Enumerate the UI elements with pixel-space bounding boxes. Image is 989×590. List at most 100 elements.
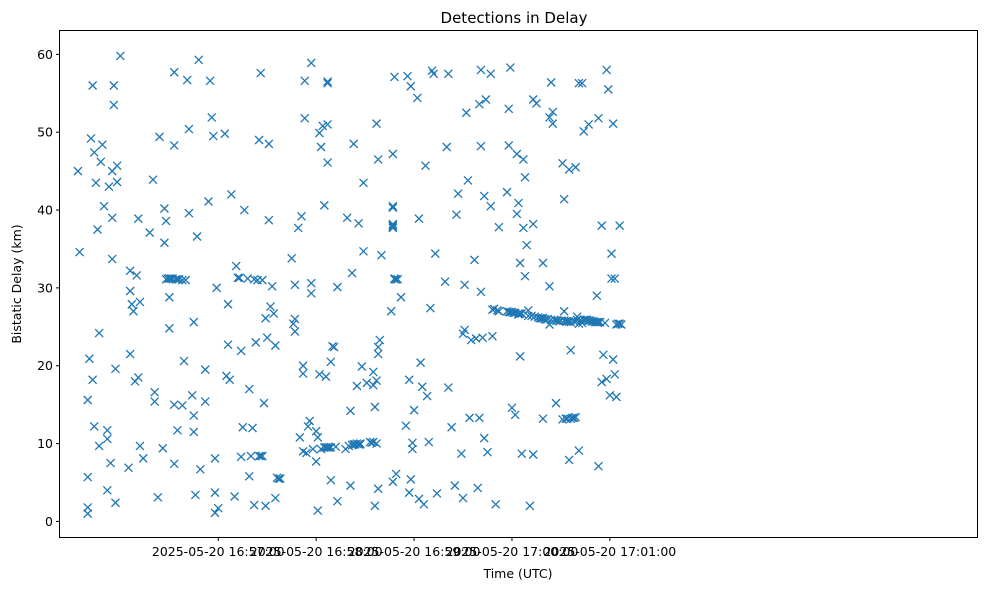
data-point [443,69,453,79]
data-point [164,323,174,333]
data-point [261,313,271,323]
data-point [314,369,324,379]
data-point [546,77,556,87]
data-point [326,475,336,485]
data-point [520,271,530,281]
data-point [223,299,233,309]
data-point [502,187,512,197]
data-point [421,161,430,171]
data-point [132,270,142,280]
data-point [104,182,114,192]
data-point [483,447,492,457]
data-point [406,474,416,484]
data-point [403,71,413,81]
data-point [181,275,191,285]
data-point [507,403,517,413]
data-point [94,441,104,451]
data-point [164,292,174,302]
data-point [88,81,98,90]
data-point [531,98,541,108]
data-point [257,451,267,461]
data-point [301,448,311,458]
data-point [538,414,548,424]
data-point [598,350,608,360]
data-point [259,398,269,408]
data-point [545,112,554,122]
markers-layer [73,51,626,519]
data-point [564,455,574,465]
y-axis-label: Bistatic Delay (km) [9,224,24,343]
data-point [603,84,613,94]
data-point [512,209,522,219]
data-point [443,383,453,392]
data-point [422,391,432,401]
data-point [274,474,284,484]
data-point [179,356,189,366]
data-point [514,309,523,319]
data-point [510,410,520,420]
data-point [545,281,554,291]
data-point [83,509,93,519]
data-point [256,451,266,461]
data-point [610,274,620,284]
data-point [404,488,414,498]
data-point [208,131,218,141]
data-point [571,412,581,422]
data-point [559,194,569,204]
data-point [388,223,398,233]
data-point [83,472,93,482]
data-point [530,312,540,322]
data-point [128,306,138,316]
data-point [611,392,621,402]
y-tick-label: 50 [37,125,53,140]
data-point [298,369,308,378]
data-point [287,253,297,263]
data-point [295,432,305,442]
data-point [564,165,574,175]
data-point [491,499,501,509]
data-point [388,203,398,213]
data-point [416,358,426,368]
data-point [319,200,329,210]
data-point [99,201,109,211]
data-point [504,104,514,114]
data-point [297,211,306,221]
data-point [373,154,383,164]
data-point [494,222,504,232]
data-point [270,493,280,503]
data-point [456,449,466,459]
data-point [169,459,179,469]
data-point [368,380,378,390]
data-point [419,499,429,509]
data-point [254,451,264,461]
data-point [187,390,197,400]
data-point [571,162,581,172]
data-point [135,297,145,307]
data-point [84,354,94,364]
data-point [514,198,523,208]
y-tick-label: 60 [37,47,53,62]
data-point [102,425,112,435]
data-point [248,423,257,433]
data-point [608,355,618,364]
data-point [388,201,398,211]
data-point [331,442,341,452]
data-point [432,488,442,498]
data-point [169,140,179,150]
data-point [566,345,576,355]
data-point [417,382,427,392]
data-point [517,309,527,319]
data-point [478,333,488,343]
data-point [246,451,256,461]
data-point [91,178,101,188]
plot-area-frame [59,30,978,538]
data-point [615,221,625,231]
data-point [97,140,107,150]
data-point [124,463,133,473]
data-point [342,213,352,223]
data-point [607,274,616,284]
data-point [138,453,148,463]
data-point [233,273,243,283]
data-point [370,501,380,511]
x-axis-label: Time (UTC) [482,566,552,581]
